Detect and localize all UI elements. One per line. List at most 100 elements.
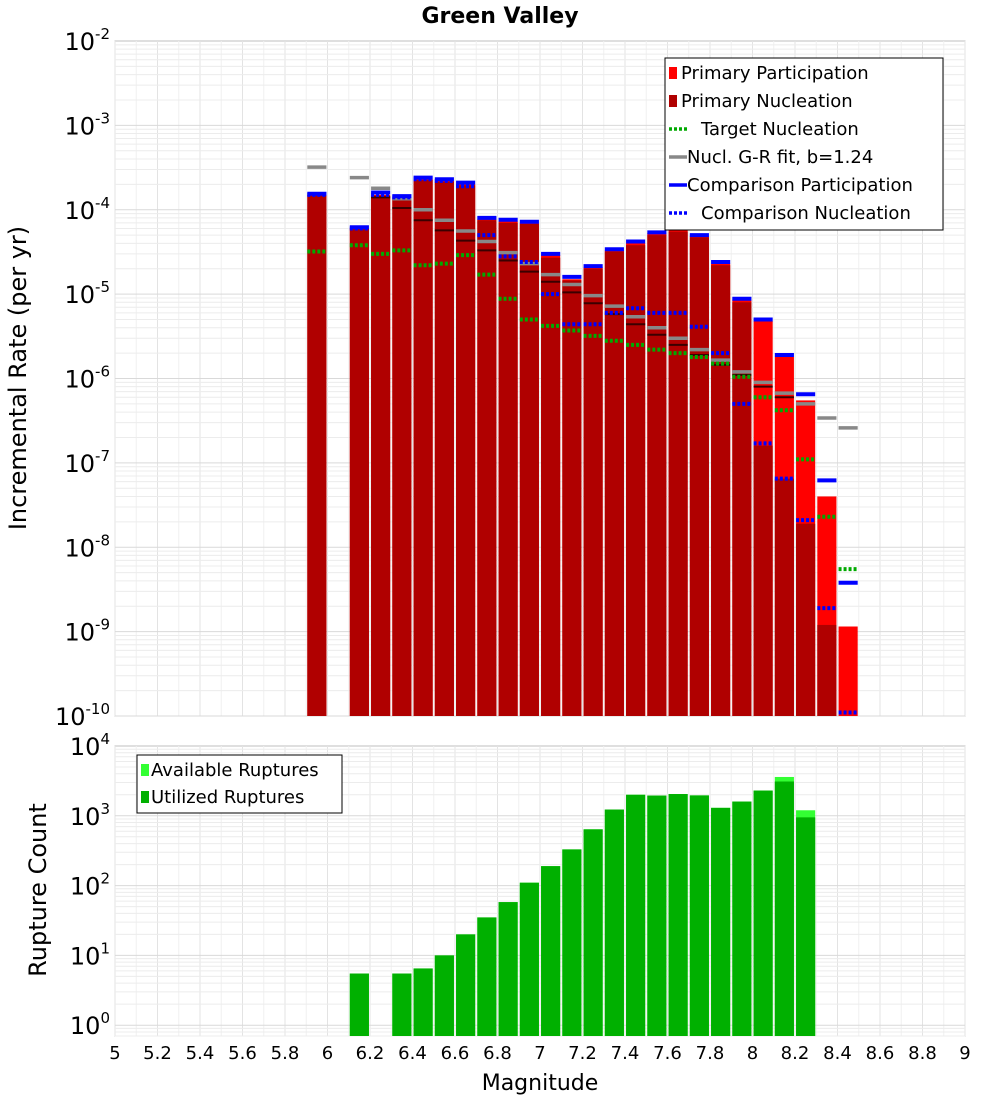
top-legend: Primary Participation Primary Nucleation T…: [664, 57, 944, 231]
y-tick-label: 10-5: [64, 278, 110, 309]
bar-utilized-ruptures: [774, 781, 794, 1036]
legend-swatch: [141, 764, 149, 776]
x-tick-label: 8.2: [781, 1043, 810, 1064]
y-tick-label: 10-2: [64, 25, 110, 56]
bar-primary-nucleation: [477, 220, 497, 717]
bar-utilized-ruptures: [732, 801, 752, 1036]
top-bars: [307, 179, 858, 717]
bar-primary-nucleation: [668, 231, 688, 716]
y-tick-label: 10-3: [64, 109, 110, 140]
bar-primary-nucleation: [626, 245, 646, 717]
x-tick-label: 6.8: [483, 1043, 512, 1064]
bar-utilized-ruptures: [349, 973, 369, 1036]
bar-primary-nucleation: [689, 237, 709, 716]
top-y-axis-label: Incremental Rate (per yr): [4, 226, 32, 530]
y-tick-label: 100: [70, 1009, 110, 1040]
y-tick-label: 10-7: [64, 447, 110, 478]
x-tick-label: 5.2: [143, 1043, 172, 1064]
bar-utilized-ruptures: [562, 849, 582, 1036]
bottom-panel: 100 101 102 103 104 5 5.2 5.4 5.6 5.8 6 6.2 6.4 6.6 6…: [24, 730, 971, 1096]
x-tick-labels: 5 5.2 5.4 5.6 5.8 6 6.2 6.4 6.6 6.8 7 7.2 7.4 7.6 7.8 8…: [109, 1043, 970, 1064]
y-tick-label: 102: [70, 870, 110, 901]
bar-primary-nucleation: [371, 196, 391, 716]
legend-box: [664, 57, 944, 231]
bar-primary-nucleation: [753, 445, 773, 716]
x-tick-label: 8.8: [908, 1043, 937, 1064]
x-tick-label: 8.6: [866, 1043, 895, 1064]
legend-label: Available Ruptures: [151, 760, 319, 781]
bar-utilized-ruptures: [434, 955, 454, 1036]
bar-utilized-ruptures: [604, 809, 624, 1036]
bar-primary-participation: [838, 626, 858, 716]
x-tick-label: 6: [322, 1043, 333, 1064]
bottom-bars: [349, 776, 816, 1036]
y-tick-label: 10-10: [55, 700, 110, 731]
y-tick-label: 10-4: [64, 194, 110, 225]
legend-label: Utilized Ruptures: [151, 787, 304, 808]
bar-primary-nucleation: [732, 302, 752, 716]
top-marks: [307, 165, 858, 715]
bar-utilized-ruptures: [519, 882, 539, 1036]
bar-utilized-ruptures: [498, 902, 518, 1036]
x-tick-label: 8.4: [823, 1043, 852, 1064]
bar-primary-nucleation: [307, 194, 327, 716]
bottom-y-axis-label: Rupture Count: [24, 803, 52, 977]
x-tick-label: 5.6: [228, 1043, 257, 1064]
bar-primary-nucleation: [413, 180, 433, 716]
x-axis-label: Magnitude: [482, 1071, 599, 1096]
legend-label: Comparison Participation: [687, 175, 913, 196]
legend-swatch: [669, 95, 677, 107]
bar-primary-nucleation: [434, 181, 454, 716]
x-tick-label: 5.8: [271, 1043, 300, 1064]
bar-utilized-ruptures: [796, 817, 816, 1036]
bottom-y-tick-labels: 100 101 102 103 104: [70, 730, 110, 1040]
y-tick-label: 104: [70, 730, 110, 761]
bar-primary-nucleation: [456, 185, 476, 717]
bar-primary-nucleation: [562, 280, 582, 716]
bar-utilized-ruptures: [413, 968, 433, 1036]
bar-utilized-ruptures: [647, 795, 667, 1036]
x-tick-label: 5: [109, 1043, 120, 1064]
x-tick-label: 6.2: [356, 1043, 385, 1064]
y-tick-label: 103: [70, 800, 110, 831]
x-tick-label: 7.2: [568, 1043, 597, 1064]
bar-primary-nucleation: [774, 478, 794, 716]
legend-swatch: [141, 791, 149, 803]
bar-utilized-ruptures: [392, 973, 412, 1036]
bar-primary-nucleation: [519, 223, 539, 716]
bottom-legend: Available Ruptures Utilized Ruptures: [136, 754, 343, 814]
x-tick-label: 5.4: [186, 1043, 215, 1064]
top-y-tick-labels: 10-10 10-9 10-8 10-7 10-6 10-5 10-4 10-3 10-2: [55, 25, 110, 731]
legend-label: Nucl. G-R fit, b=1.24: [687, 147, 873, 168]
x-tick-label: 7: [534, 1043, 545, 1064]
bar-primary-nucleation: [796, 523, 816, 716]
chart-title: Green Valley: [421, 4, 578, 29]
y-tick-label: 10-6: [64, 363, 110, 394]
legend-swatch: [669, 67, 677, 79]
top-panel: 10-10 10-9 10-8 10-7 10-6 10-5 10-4 10-3 10-2 Gr…: [4, 4, 966, 731]
legend-label: Primary Nucleation: [681, 91, 853, 112]
legend-box: [136, 754, 343, 814]
bar-primary-nucleation: [583, 268, 603, 716]
legend-label: Target Nucleation: [700, 119, 859, 140]
bar-primary-nucleation: [647, 235, 667, 716]
bar-primary-nucleation: [604, 251, 624, 716]
bar-primary-nucleation: [498, 222, 518, 716]
y-tick-label: 101: [70, 939, 110, 970]
bar-utilized-ruptures: [711, 807, 731, 1036]
x-tick-label: 6.6: [441, 1043, 470, 1064]
bar-primary-nucleation: [349, 228, 369, 716]
x-tick-label: 7.4: [611, 1043, 640, 1064]
x-tick-label: 7.6: [653, 1043, 682, 1064]
x-tick-label: 9: [959, 1043, 970, 1064]
bar-utilized-ruptures: [753, 790, 773, 1036]
legend-label: Primary Participation: [681, 63, 869, 84]
legend-label: Comparison Nucleation: [701, 203, 911, 224]
bar-primary-nucleation: [392, 197, 412, 717]
bar-utilized-ruptures: [583, 829, 603, 1036]
bar-primary-nucleation: [817, 624, 837, 716]
y-tick-label: 10-9: [64, 616, 110, 647]
bar-primary-nucleation: [711, 265, 731, 716]
bar-utilized-ruptures: [541, 866, 561, 1036]
